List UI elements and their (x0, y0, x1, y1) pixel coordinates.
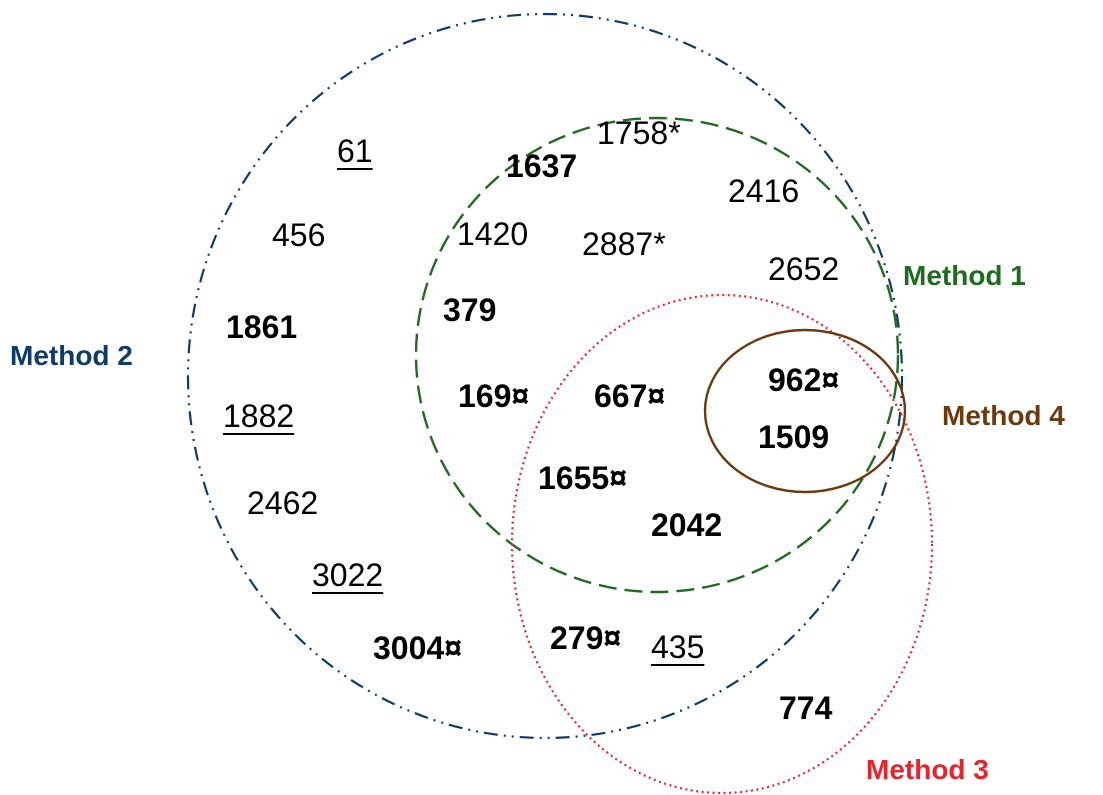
region-number: 962¤ (768, 362, 840, 398)
region-number: 3004¤ (373, 630, 462, 666)
region-number: 435 (651, 629, 705, 665)
method-3-label: Method 3 (866, 754, 989, 785)
region-number: 1655¤ (538, 460, 627, 496)
region-number: 61 (337, 133, 373, 169)
region-number: 1758* (597, 115, 681, 151)
region-number: 456 (272, 217, 326, 253)
region-number: 1882 (223, 398, 295, 434)
region-number: 1861 (226, 309, 298, 345)
region-number: 1637 (506, 148, 578, 184)
region-number: 379 (443, 292, 497, 328)
region-number: 2042 (651, 507, 723, 543)
region-number: 3022 (312, 557, 384, 593)
region-number: 279¤ (550, 620, 622, 656)
region-number: 2652 (768, 251, 840, 287)
method-1-label: Method 1 (903, 260, 1026, 291)
method-2-circle (186, 12, 904, 740)
method-3-circle (510, 293, 934, 795)
region-number: 1509 (758, 419, 830, 455)
region-number: 774 (779, 690, 833, 726)
method-1-circle (414, 116, 900, 594)
method-4-label: Method 4 (942, 400, 1065, 431)
region-number: 1420 (457, 216, 529, 252)
region-number: 169¤ (458, 378, 530, 414)
region-number: 2416 (728, 173, 800, 209)
region-number: 2462 (247, 485, 319, 521)
region-number: 667¤ (594, 378, 666, 414)
region-number: 2887* (582, 226, 666, 262)
method-2-label: Method 2 (10, 340, 133, 371)
method-4-circle (703, 328, 907, 494)
